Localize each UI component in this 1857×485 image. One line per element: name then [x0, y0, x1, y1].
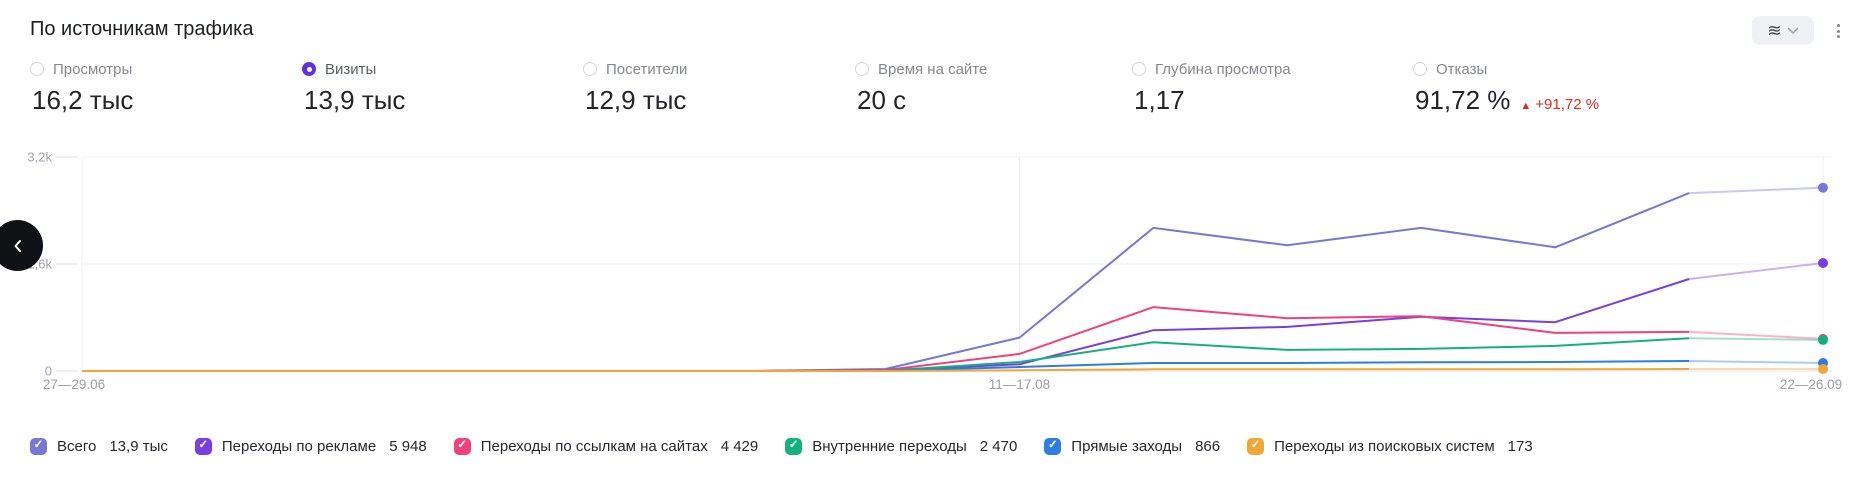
svg-text:11—17.08: 11—17.08	[989, 377, 1050, 392]
checkbox-icon: ✓	[785, 438, 803, 455]
metric-value: 16,2 тыс	[32, 85, 134, 115]
delta-badge: ▲ +91,72 %	[1520, 96, 1599, 113]
legend-label: Всего	[57, 438, 97, 455]
metric-visits: Визиты 13,9 тыс	[302, 60, 405, 116]
kebab-menu-icon[interactable]	[1833, 21, 1843, 41]
legend-item-internal[interactable]: ✓ Внутренние переходы 2 470	[785, 438, 1017, 455]
metric-bounces: Отказы 91,72 % ▲ +91,72 %	[1413, 60, 1599, 116]
metric-label: Глубина просмотра	[1155, 60, 1291, 78]
legend-value: 173	[1507, 438, 1533, 455]
checkbox-icon: ✓	[194, 438, 212, 455]
page-title: По источникам трафика	[30, 18, 254, 40]
metric-value: 20 с	[857, 85, 907, 115]
metric-label: Визиты	[325, 60, 377, 78]
stream-chart-icon: ≋	[1767, 21, 1782, 40]
legend-label: Переходы из поисковых систем	[1274, 438, 1495, 455]
radio-icon	[1132, 62, 1146, 76]
metric-bounces-radio[interactable]: Отказы	[1413, 60, 1599, 78]
metric-depth: Глубина просмотра 1,17	[1132, 60, 1291, 116]
metric-value: 91,72 % ▲ +91,72 %	[1413, 85, 1599, 116]
metric-label: Посетители	[606, 60, 688, 78]
carousel-prev-button[interactable]	[0, 220, 43, 271]
legend-value: 13,9 тыс	[109, 438, 168, 455]
delta-value: +91,72 %	[1535, 96, 1600, 113]
checkbox-icon: ✓	[453, 438, 471, 455]
metric-label: Просмотры	[53, 60, 133, 78]
svg-text:22—26.09: 22—26.09	[1780, 377, 1842, 392]
radio-icon	[1413, 62, 1427, 76]
metric-label: Время на сайте	[878, 60, 988, 78]
metric-visitors: Посетители 12,9 тыс	[583, 60, 687, 116]
chart-legend: ✓ Всего 13,9 тыс ✓ Переходы по рекламе 5…	[30, 438, 1533, 455]
metric-value: 1,17	[1134, 85, 1185, 115]
svg-text:3,2k: 3,2k	[27, 150, 52, 165]
metric-time-radio[interactable]: Время на сайте	[855, 60, 987, 78]
delta-up-icon: ▲	[1520, 100, 1532, 112]
metric-views-radio[interactable]: Просмотры	[30, 60, 133, 78]
metric-views: Просмотры 16,2 тыс	[30, 60, 133, 116]
svg-text:27—29.06: 27—29.06	[43, 377, 105, 392]
metric-label: Отказы	[1436, 60, 1488, 78]
checkbox-icon: ✓	[30, 438, 47, 455]
checkbox-icon: ✓	[1247, 438, 1265, 455]
chevron-down-icon	[1787, 27, 1798, 34]
legend-value: 5 948	[389, 438, 427, 455]
legend-item-search[interactable]: ✓ Переходы из поисковых систем 173	[1247, 438, 1533, 455]
checkbox-icon: ✓	[1044, 438, 1062, 455]
svg-text:0: 0	[45, 364, 52, 379]
metric-visitors-radio[interactable]: Посетители	[583, 60, 687, 78]
chart-type-button[interactable]: ≋	[1752, 16, 1814, 45]
legend-label: Переходы по рекламе	[221, 438, 377, 455]
legend-label: Переходы по ссылкам на сайтах	[480, 438, 708, 455]
metric-value: 13,9 тыс	[304, 85, 406, 115]
legend-value: 2 470	[979, 438, 1018, 455]
chevron-left-icon	[14, 239, 21, 252]
metric-value: 12,9 тыс	[585, 85, 687, 115]
legend-item-direct[interactable]: ✓ Прямые заходы 866	[1044, 438, 1220, 455]
metric-depth-radio[interactable]: Глубина просмотра	[1132, 60, 1291, 78]
radio-icon	[855, 62, 869, 76]
legend-value: 866	[1195, 438, 1221, 455]
legend-label: Прямые заходы	[1071, 438, 1183, 455]
radio-icon	[583, 62, 597, 76]
legend-label: Внутренние переходы	[812, 438, 967, 455]
legend-item-site-links[interactable]: ✓ Переходы по ссылкам на сайтах 4 429	[453, 438, 759, 455]
metric-value-text: 91,72 %	[1415, 85, 1511, 115]
radio-icon	[30, 62, 44, 76]
legend-item-ads[interactable]: ✓ Переходы по рекламе 5 948	[194, 438, 427, 455]
metric-time-on-site: Время на сайте 20 с	[855, 60, 987, 116]
legend-item-total[interactable]: ✓ Всего 13,9 тыс	[30, 438, 168, 455]
legend-value: 4 429	[720, 438, 759, 455]
metric-visits-radio[interactable]: Визиты	[302, 60, 405, 78]
radio-selected-icon	[302, 62, 316, 76]
